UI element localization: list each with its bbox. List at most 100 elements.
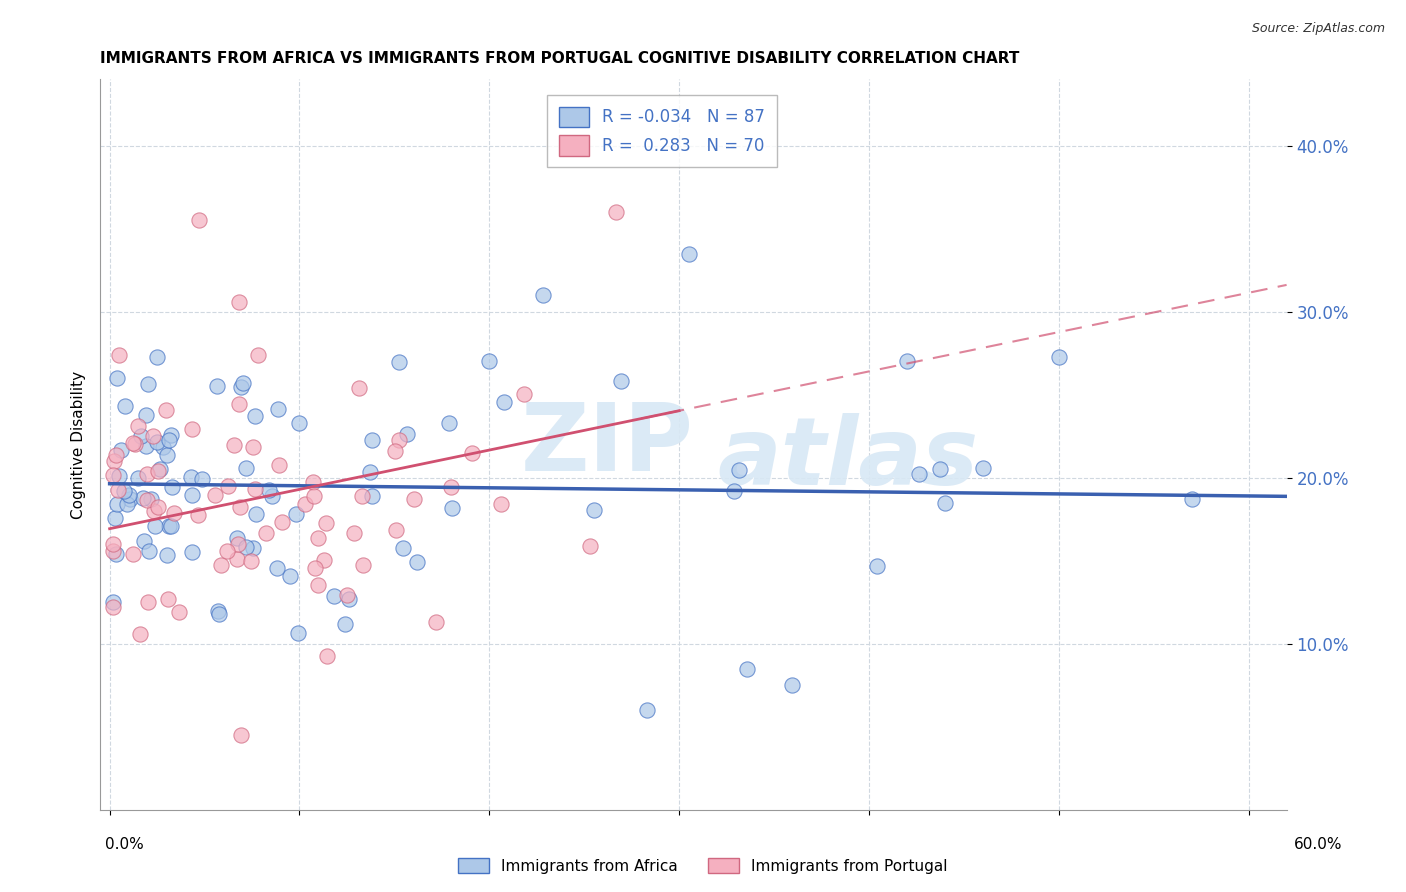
Point <box>181 545 204 559</box>
Point <box>180 422 202 436</box>
Point <box>294 497 316 511</box>
Point <box>187 508 209 522</box>
Point <box>384 443 406 458</box>
Point <box>489 497 512 511</box>
Point <box>231 728 253 742</box>
Point <box>160 518 183 533</box>
Point <box>437 416 460 430</box>
Text: Source: ZipAtlas.com: Source: ZipAtlas.com <box>1251 22 1385 36</box>
Point <box>191 472 214 486</box>
Point <box>162 480 184 494</box>
Point <box>242 541 264 555</box>
Point <box>336 588 359 602</box>
Point <box>235 540 257 554</box>
Point <box>107 483 129 498</box>
Point <box>188 213 211 227</box>
Point <box>104 547 127 561</box>
Point <box>104 448 127 462</box>
Point <box>583 503 606 517</box>
Point <box>122 547 145 561</box>
Point <box>349 381 371 395</box>
Point <box>1047 350 1070 364</box>
Point <box>245 482 267 496</box>
Point <box>907 467 929 482</box>
Point <box>135 409 157 423</box>
Point <box>1181 492 1204 507</box>
Point <box>735 662 758 676</box>
Point <box>114 399 136 413</box>
Point <box>135 467 157 482</box>
Point <box>136 377 159 392</box>
Point <box>103 537 125 551</box>
Point <box>337 592 360 607</box>
Point <box>157 592 180 607</box>
Point <box>228 295 250 310</box>
Point <box>132 491 155 506</box>
Point <box>425 615 447 630</box>
Point <box>259 483 281 498</box>
Point <box>132 533 155 548</box>
Point <box>605 205 627 219</box>
Point <box>143 519 166 533</box>
Point <box>531 288 554 302</box>
Y-axis label: Cognitive Disability: Cognitive Disability <box>72 370 86 518</box>
Point <box>350 490 373 504</box>
Point <box>235 460 257 475</box>
Point <box>129 627 152 641</box>
Legend: Immigrants from Africa, Immigrants from Portugal: Immigrants from Africa, Immigrants from … <box>453 852 953 880</box>
Point <box>226 552 249 566</box>
Text: atlas: atlas <box>717 413 979 505</box>
Point <box>478 353 501 368</box>
Point <box>260 489 283 503</box>
Point <box>229 500 252 515</box>
Point <box>157 434 180 448</box>
Point <box>146 464 169 478</box>
Point <box>103 600 125 615</box>
Point <box>242 441 264 455</box>
Point <box>104 511 127 525</box>
Point <box>388 355 411 369</box>
Point <box>127 471 149 485</box>
Point <box>228 397 250 411</box>
Point <box>159 428 181 442</box>
Point <box>243 409 266 423</box>
Point <box>108 347 131 361</box>
Text: 0.0%: 0.0% <box>105 837 145 852</box>
Text: 60.0%: 60.0% <box>1295 837 1343 852</box>
Point <box>284 507 307 521</box>
Point <box>115 498 138 512</box>
Point <box>315 516 337 530</box>
Point <box>139 491 162 506</box>
Point <box>180 469 202 483</box>
Point <box>361 434 384 448</box>
Point <box>103 467 125 482</box>
Point <box>307 578 329 592</box>
Point <box>146 351 169 365</box>
Point <box>204 488 226 502</box>
Point <box>782 678 804 692</box>
Point <box>142 429 165 443</box>
Point <box>678 246 700 260</box>
Point <box>103 543 125 558</box>
Point <box>269 458 291 472</box>
Point <box>440 500 463 515</box>
Point <box>217 478 239 492</box>
Legend: R = -0.034   N = 87, R =  0.283   N = 70: R = -0.034 N = 87, R = 0.283 N = 70 <box>547 95 778 168</box>
Point <box>307 531 329 545</box>
Point <box>439 480 461 494</box>
Point <box>395 426 418 441</box>
Point <box>288 416 311 430</box>
Point <box>163 506 186 520</box>
Point <box>103 454 125 468</box>
Point <box>928 461 950 475</box>
Point <box>131 429 153 443</box>
Point <box>302 475 325 489</box>
Point <box>124 437 146 451</box>
Point <box>226 531 249 545</box>
Text: ZIP: ZIP <box>520 399 693 491</box>
Text: IMMIGRANTS FROM AFRICA VS IMMIGRANTS FROM PORTUGAL COGNITIVE DISABILITY CORRELAT: IMMIGRANTS FROM AFRICA VS IMMIGRANTS FRO… <box>100 51 1019 66</box>
Point <box>226 537 249 551</box>
Point <box>112 484 135 499</box>
Point <box>636 703 658 717</box>
Point <box>152 440 174 454</box>
